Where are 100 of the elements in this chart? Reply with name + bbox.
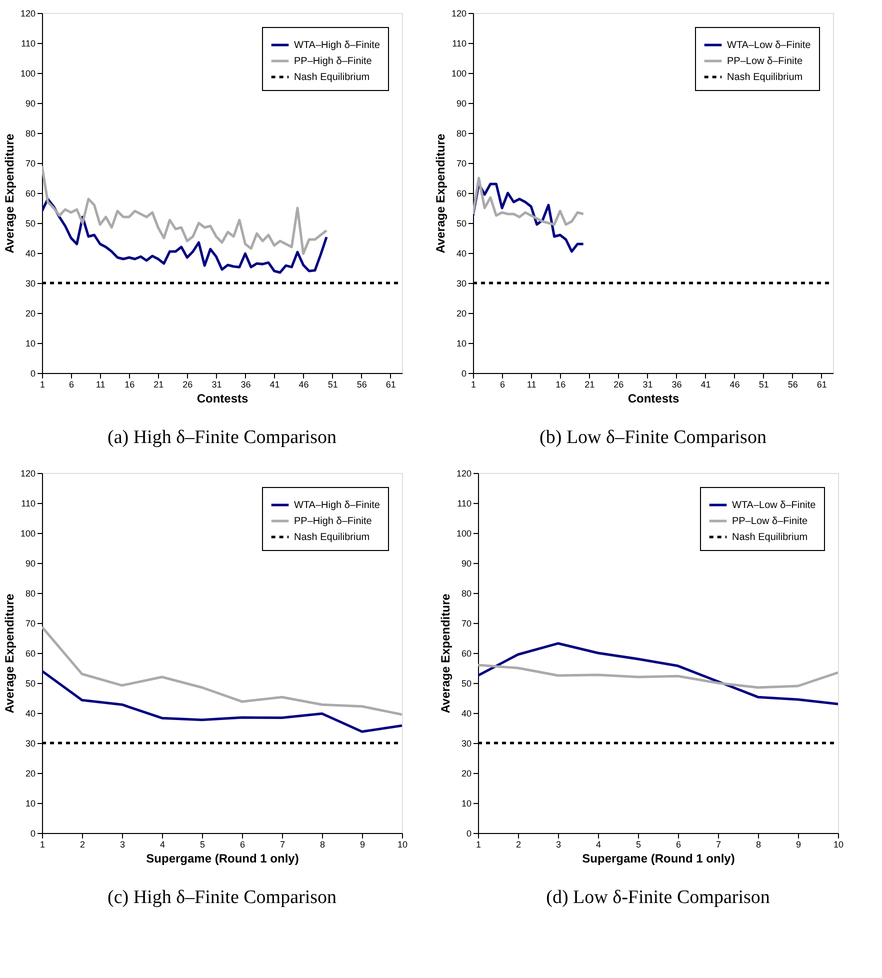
x-tick-label: 4 bbox=[596, 840, 602, 850]
y-axis-title: Average Expenditure bbox=[2, 593, 16, 714]
x-tick-label: 5 bbox=[636, 840, 642, 850]
x-axis-title: Supergame (Round 1 only) bbox=[582, 852, 735, 866]
legend-label: Nash Equilibrium bbox=[732, 532, 808, 543]
x-tick-label: 10 bbox=[397, 840, 408, 850]
x-tick-label: 2 bbox=[516, 840, 522, 850]
y-tick-label: 90 bbox=[456, 98, 466, 108]
x-axis-title: Contests bbox=[196, 392, 248, 406]
y-tick-label: 110 bbox=[21, 38, 36, 48]
y-axis-title: Average Expenditure bbox=[2, 133, 16, 254]
y-tick-label: 20 bbox=[25, 308, 36, 318]
y-tick-label: 30 bbox=[461, 738, 472, 748]
x-tick-label: 1 bbox=[476, 840, 482, 850]
y-tick-label: 40 bbox=[25, 708, 36, 718]
y-tick-label: 100 bbox=[20, 528, 36, 538]
y-tick-label: 50 bbox=[456, 218, 466, 228]
legend-label: WTA–High δ–Finite bbox=[294, 500, 380, 511]
y-tick-label: 0 bbox=[30, 828, 36, 838]
line-series bbox=[42, 164, 328, 255]
line-series bbox=[42, 670, 402, 733]
y-tick-label: 80 bbox=[461, 588, 472, 598]
x-tick-label: 8 bbox=[320, 840, 326, 850]
legend-label: Nash Equilibrium bbox=[294, 532, 370, 543]
y-tick-label: 80 bbox=[456, 128, 466, 138]
legend-label: WTA–Low δ–Finite bbox=[732, 500, 816, 511]
y-tick-label: 30 bbox=[25, 278, 36, 288]
x-tick-label: 9 bbox=[796, 840, 802, 850]
x-tick-label: 9 bbox=[360, 840, 366, 850]
legend-label: PP–High δ–Finite bbox=[294, 56, 372, 67]
x-tick-label: 26 bbox=[182, 380, 193, 390]
y-tick-label: 90 bbox=[25, 98, 36, 108]
y-tick-label: 110 bbox=[21, 498, 36, 508]
x-tick-label: 31 bbox=[642, 380, 653, 390]
y-tick-label: 100 bbox=[20, 68, 36, 78]
x-tick-label: 61 bbox=[386, 380, 396, 390]
y-tick-label: 100 bbox=[456, 528, 472, 538]
x-tick-label: 1 bbox=[40, 840, 46, 850]
y-tick-label: 0 bbox=[461, 368, 466, 378]
x-tick-label: 21 bbox=[154, 380, 164, 390]
legend-label: Nash Equilibrium bbox=[727, 72, 803, 83]
x-tick-label: 6 bbox=[69, 380, 74, 390]
x-tick-label: 56 bbox=[356, 380, 367, 390]
x-tick-label: 1 bbox=[40, 380, 46, 390]
y-tick-label: 120 bbox=[451, 8, 466, 18]
x-tick-label: 3 bbox=[556, 840, 562, 850]
y-tick-label: 100 bbox=[451, 68, 466, 78]
x-tick-label: 16 bbox=[556, 380, 566, 390]
x-tick-label: 6 bbox=[500, 380, 506, 390]
x-tick-label: 10 bbox=[833, 840, 844, 850]
text: (c) High δ–Finite Comparison bbox=[107, 887, 338, 908]
y-tick-label: 10 bbox=[456, 338, 466, 348]
line-series bbox=[478, 642, 838, 706]
legend-label: WTA–Low δ–Finite bbox=[727, 40, 812, 51]
x-tick-label: 6 bbox=[676, 840, 682, 850]
y-tick-label: 20 bbox=[456, 308, 466, 318]
x-tick-label: 11 bbox=[96, 380, 106, 390]
y-tick-label: 50 bbox=[25, 218, 36, 228]
y-tick-label: 20 bbox=[461, 768, 472, 778]
x-tick-label: 51 bbox=[758, 380, 769, 390]
text: (b) Low δ–Finite Comparison bbox=[540, 427, 767, 448]
y-tick-label: 70 bbox=[25, 618, 36, 628]
x-tick-label: 41 bbox=[270, 380, 280, 390]
y-tick-label: 60 bbox=[461, 648, 472, 658]
x-tick-label: 7 bbox=[280, 840, 286, 850]
x-tick-label: 11 bbox=[526, 380, 536, 390]
x-tick-label: 3 bbox=[120, 840, 126, 850]
x-axis-title: Contests bbox=[628, 392, 680, 406]
y-tick-label: 50 bbox=[25, 678, 36, 688]
legend-label: PP–Low δ–Finite bbox=[732, 516, 808, 527]
y-tick-label: 10 bbox=[461, 798, 472, 808]
y-tick-label: 80 bbox=[25, 128, 36, 138]
y-tick-label: 110 bbox=[452, 38, 466, 48]
x-tick-label: 21 bbox=[584, 380, 595, 390]
legend-label: Nash Equilibrium bbox=[294, 72, 370, 83]
x-tick-label: 1 bbox=[470, 380, 476, 390]
y-tick-label: 60 bbox=[25, 188, 36, 198]
y-tick-label: 50 bbox=[461, 678, 472, 688]
x-tick-label: 2 bbox=[80, 840, 86, 850]
y-tick-label: 0 bbox=[30, 368, 36, 378]
y-axis-title: Average Expenditure bbox=[438, 593, 452, 714]
x-tick-label: 36 bbox=[240, 380, 251, 390]
y-tick-label: 120 bbox=[20, 8, 36, 18]
y-tick-label: 110 bbox=[457, 498, 472, 508]
x-tick-label: 46 bbox=[298, 380, 309, 390]
y-tick-label: 20 bbox=[25, 768, 36, 778]
y-tick-label: 40 bbox=[25, 248, 36, 258]
y-tick-label: 70 bbox=[25, 158, 36, 168]
line-series bbox=[478, 664, 838, 689]
text: (d) Low δ-Finite Comparison bbox=[546, 887, 770, 908]
x-axis-title: Supergame (Round 1 only) bbox=[146, 852, 299, 866]
x-tick-label: 5 bbox=[200, 840, 206, 850]
y-tick-label: 80 bbox=[25, 588, 36, 598]
x-tick-label: 61 bbox=[816, 380, 827, 390]
x-tick-label: 41 bbox=[700, 380, 711, 390]
y-axis-title: Average Expenditure bbox=[433, 133, 448, 254]
y-tick-label: 70 bbox=[461, 618, 472, 628]
legend-label: PP–Low δ–Finite bbox=[727, 56, 804, 67]
y-tick-label: 90 bbox=[461, 558, 472, 568]
x-tick-label: 8 bbox=[756, 840, 762, 850]
